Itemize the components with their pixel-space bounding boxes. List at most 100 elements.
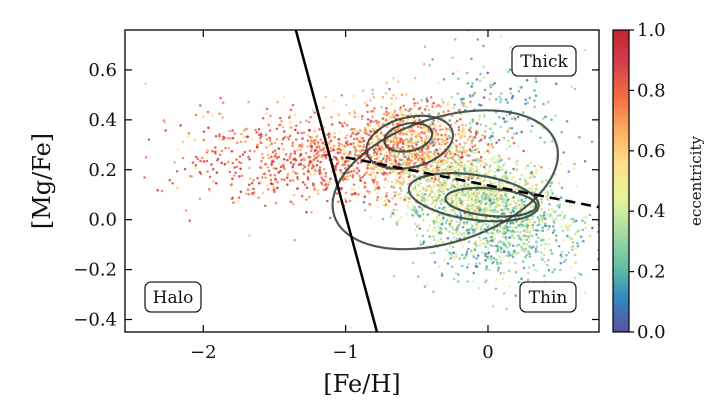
scatter-point — [218, 135, 221, 138]
scatter-point — [489, 202, 493, 205]
scatter-point — [244, 140, 247, 144]
scatter-point — [368, 192, 371, 195]
scatter-point — [329, 134, 332, 137]
scatter-point — [441, 140, 444, 144]
scatter-point — [307, 120, 311, 124]
scatter-point — [475, 257, 478, 260]
scatter-point — [461, 226, 465, 229]
scatter-point — [446, 262, 450, 265]
halo-divider-line — [294, 30, 379, 332]
scatter-point — [376, 171, 379, 175]
scatter-point — [513, 230, 517, 233]
scatter-point — [348, 199, 352, 203]
scatter-point — [251, 192, 254, 195]
scatter-point — [424, 153, 428, 157]
scatter-point — [468, 228, 471, 231]
scatter-point — [447, 174, 450, 177]
scatter-point — [246, 127, 249, 130]
scatter-point — [508, 241, 511, 244]
scatter-point — [494, 98, 498, 101]
scatter-point — [400, 138, 404, 142]
scatter-point — [466, 280, 469, 283]
scatter-point — [399, 106, 402, 109]
scatter-point — [324, 155, 327, 158]
scatter-point — [413, 102, 416, 105]
scatter-point — [443, 208, 447, 211]
scatter-point — [604, 295, 607, 298]
scatter-point — [545, 195, 548, 199]
scatter-point — [399, 163, 403, 166]
scatter-point — [329, 149, 333, 153]
scatter-point — [559, 253, 563, 257]
scatter-point — [434, 220, 438, 224]
scatter-point — [408, 109, 411, 113]
scatter-point — [216, 159, 219, 162]
scatter-point — [537, 220, 541, 223]
scatter-point — [444, 161, 447, 165]
scatter-point — [539, 203, 543, 207]
scatter-point — [487, 231, 490, 235]
scatter-point — [432, 219, 436, 223]
scatter-point — [505, 239, 508, 242]
scatter-point — [246, 188, 250, 191]
scatter-point — [277, 147, 280, 150]
scatter-point — [384, 160, 388, 163]
scatter-point — [239, 167, 242, 171]
scatter-point — [400, 189, 403, 192]
scatter-point — [506, 226, 509, 229]
scatter-point — [361, 137, 364, 140]
scatter-point — [535, 269, 538, 272]
scatter-point — [550, 140, 554, 143]
scatter-point — [303, 165, 307, 169]
scatter-point — [372, 166, 376, 169]
scatter-point — [546, 193, 550, 197]
scatter-point — [352, 94, 355, 98]
scatter-point — [310, 139, 313, 142]
scatter-point — [547, 243, 551, 246]
scatter-point — [371, 92, 374, 96]
scatter-point — [573, 162, 576, 166]
scatter-point — [237, 175, 241, 178]
scatter-point — [439, 105, 442, 108]
scatter-point — [540, 201, 544, 204]
scatter-point — [281, 164, 285, 168]
scatter-point — [259, 181, 262, 184]
scatter-point — [437, 169, 440, 172]
scatter-point — [465, 253, 468, 256]
scatter-point — [490, 239, 493, 242]
scatter-point — [395, 113, 398, 117]
scatter-point — [514, 160, 518, 163]
scatter-point — [272, 167, 276, 170]
scatter-point — [564, 258, 568, 262]
scatter-point — [442, 110, 445, 114]
scatter-point — [483, 157, 487, 161]
scatter-point — [323, 168, 326, 171]
scatter-point — [405, 118, 409, 121]
scatter-point — [478, 117, 481, 121]
scatter-point — [455, 255, 458, 258]
scatter-point — [268, 139, 272, 142]
scatter-point — [365, 104, 369, 107]
scatter-point — [358, 185, 361, 189]
scatter-point — [426, 198, 430, 202]
scatter-point — [504, 174, 507, 177]
scatter-point — [558, 198, 562, 202]
scatter-point — [559, 224, 563, 228]
scatter-point — [461, 133, 465, 136]
scatter-point — [432, 222, 436, 226]
y-tick-label: 0.0 — [88, 210, 117, 231]
scatter-point — [381, 134, 385, 137]
scatter-point — [536, 249, 540, 253]
scatter-point — [389, 164, 393, 168]
scatter-point — [471, 118, 474, 121]
scatter-point — [551, 192, 554, 195]
scatter-point — [493, 161, 496, 165]
scatter-point — [433, 191, 437, 195]
scatter-point — [480, 242, 484, 245]
scatter-point — [230, 197, 234, 200]
scatter-point — [413, 141, 416, 145]
scatter-point — [462, 97, 465, 101]
scatter-point — [340, 187, 344, 190]
scatter-point — [494, 167, 498, 170]
axis-ticks: −2 −1 0−0.4−0.20.00.20.40.6 — [73, 30, 599, 363]
